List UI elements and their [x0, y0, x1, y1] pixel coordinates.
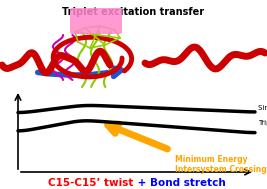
- Text: Triplet excitation transfer: Triplet excitation transfer: [62, 7, 205, 17]
- Text: Singlet state: Singlet state: [258, 105, 267, 111]
- Text: C15-C15’ twist: C15-C15’ twist: [48, 178, 134, 188]
- Text: + Bond stretch: + Bond stretch: [134, 178, 225, 188]
- FancyBboxPatch shape: [70, 8, 122, 34]
- Text: Triplet state: Triplet state: [258, 120, 267, 126]
- Text: Minimum Energy
Intersystem Crossing point: Minimum Energy Intersystem Crossing poin…: [175, 155, 267, 174]
